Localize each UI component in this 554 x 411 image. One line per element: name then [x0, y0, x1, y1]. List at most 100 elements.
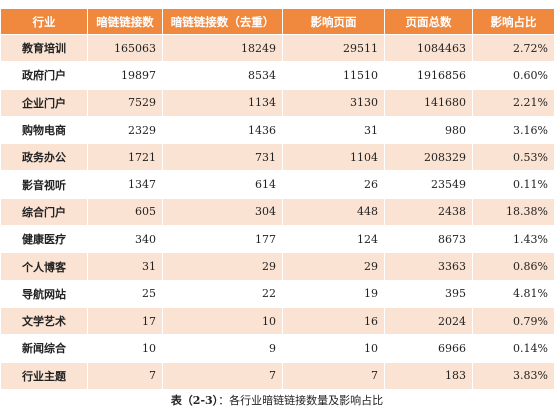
industry-cell: 文学艺术 — [0, 306, 88, 336]
value-cell: 7 — [162, 361, 283, 390]
value-cell: 340 — [87, 225, 163, 254]
value-cell: 11510 — [282, 61, 385, 90]
table-body: 教育培训 165063 18249 29511 1084463 2.72% 政府门户 1989… — [0, 33, 554, 390]
industry-cell: 政务办公 — [0, 143, 88, 172]
value-cell: 2024 — [384, 306, 473, 336]
value-cell: 29511 — [282, 33, 385, 63]
industry-cell: 影音视听 — [0, 170, 88, 199]
value-cell: 731 — [162, 143, 283, 172]
table-row: 新闻综合 10 9 10 6966 0.14% — [0, 334, 554, 363]
value-cell: 395 — [384, 279, 473, 308]
header-row: 行业 暗链链接数 暗链链接数（去重） 影响页面 页面总数 影响占比 — [0, 8, 554, 35]
data-table: 行业 暗链链接数 暗链链接数（去重） 影响页面 页面总数 影响占比 教育培训 165063 1… — [0, 8, 554, 390]
value-cell: 1916856 — [384, 61, 473, 90]
value-cell: 2329 — [87, 115, 163, 145]
table-row: 综合门户 605 304 448 2438 18.38% — [0, 197, 554, 227]
value-cell: 0.14% — [472, 334, 554, 363]
table-row: 个人博客 31 29 29 3363 0.86% — [0, 252, 554, 281]
value-cell: 4.81% — [472, 279, 554, 308]
value-cell: 614 — [162, 170, 283, 199]
value-cell: 165063 — [87, 33, 163, 63]
value-cell: 0.60% — [472, 61, 554, 90]
value-cell: 7 — [282, 361, 385, 390]
industry-cell: 个人博客 — [0, 252, 88, 281]
table-row: 政府门户 19897 8534 11510 1916856 0.60% — [0, 61, 554, 90]
table-row: 购物电商 2329 1436 31 980 3.16% — [0, 115, 554, 145]
table-row: 行业主题 7 7 7 183 3.83% — [0, 361, 554, 390]
table-row: 影音视听 1347 614 26 23549 0.11% — [0, 170, 554, 199]
value-cell: 124 — [282, 225, 385, 254]
caption-text: ：各行业暗链链接数量及影响占比 — [218, 394, 384, 407]
value-cell: 3.83% — [472, 361, 554, 390]
value-cell: 19897 — [87, 61, 163, 90]
value-cell: 448 — [282, 197, 385, 227]
caption: 表（2-3）：各行业暗链链接数量及影响占比 — [0, 392, 554, 408]
header-cell: 页面总数 — [384, 8, 473, 35]
value-cell: 1721 — [87, 143, 163, 172]
industry-cell: 新闻综合 — [0, 334, 88, 363]
industry-cell: 导航网站 — [0, 279, 88, 308]
value-cell: 6966 — [384, 334, 473, 363]
value-cell: 1.43% — [472, 225, 554, 254]
value-cell: 8673 — [384, 225, 473, 254]
caption-label: 表（2-3） — [170, 394, 219, 407]
value-cell: 2.21% — [472, 88, 554, 117]
table-row: 企业门户 7529 1134 3130 141680 2.21% — [0, 88, 554, 117]
value-cell: 8534 — [162, 61, 283, 90]
value-cell: 31 — [282, 115, 385, 145]
value-cell: 1347 — [87, 170, 163, 199]
industry-cell: 教育培训 — [0, 33, 88, 63]
industry-cell: 综合门户 — [0, 197, 88, 227]
value-cell: 1084463 — [384, 33, 473, 63]
value-cell: 29 — [282, 252, 385, 281]
industry-cell: 健康医疗 — [0, 225, 88, 254]
value-cell: 304 — [162, 197, 283, 227]
table-row: 导航网站 25 22 19 395 4.81% — [0, 279, 554, 308]
value-cell: 0.86% — [472, 252, 554, 281]
table-row: 健康医疗 340 177 124 8673 1.43% — [0, 225, 554, 254]
value-cell: 2.72% — [472, 33, 554, 63]
value-cell: 10 — [162, 306, 283, 336]
industry-cell: 行业主题 — [0, 361, 88, 390]
value-cell: 208329 — [384, 143, 473, 172]
value-cell: 1104 — [282, 143, 385, 172]
value-cell: 29 — [162, 252, 283, 281]
value-cell: 980 — [384, 115, 473, 145]
value-cell: 7529 — [87, 88, 163, 117]
value-cell: 22 — [162, 279, 283, 308]
value-cell: 3363 — [384, 252, 473, 281]
value-cell: 17 — [87, 306, 163, 336]
value-cell: 26 — [282, 170, 385, 199]
value-cell: 3.16% — [472, 115, 554, 145]
value-cell: 1436 — [162, 115, 283, 145]
table-row: 文学艺术 17 10 16 2024 0.79% — [0, 306, 554, 336]
value-cell: 9 — [162, 334, 283, 363]
industry-cell: 购物电商 — [0, 115, 88, 145]
value-cell: 19 — [282, 279, 385, 308]
header-cell: 影响占比 — [472, 8, 554, 35]
value-cell: 10 — [87, 334, 163, 363]
header-cell: 暗链链接数 — [87, 8, 163, 35]
value-cell: 25 — [87, 279, 163, 308]
header-cell: 暗链链接数（去重） — [162, 8, 283, 35]
table-row: 教育培训 165063 18249 29511 1084463 2.72% — [0, 33, 554, 63]
value-cell: 0.53% — [472, 143, 554, 172]
value-cell: 18249 — [162, 33, 283, 63]
table-row: 政务办公 1721 731 1104 208329 0.53% — [0, 143, 554, 172]
value-cell: 177 — [162, 225, 283, 254]
value-cell: 16 — [282, 306, 385, 336]
value-cell: 31 — [87, 252, 163, 281]
industry-cell: 企业门户 — [0, 88, 88, 117]
value-cell: 0.79% — [472, 306, 554, 336]
value-cell: 10 — [282, 334, 385, 363]
value-cell: 141680 — [384, 88, 473, 117]
value-cell: 2438 — [384, 197, 473, 227]
value-cell: 0.11% — [472, 170, 554, 199]
value-cell: 23549 — [384, 170, 473, 199]
value-cell: 7 — [87, 361, 163, 390]
value-cell: 1134 — [162, 88, 283, 117]
header-cell: 影响页面 — [282, 8, 385, 35]
value-cell: 18.38% — [472, 197, 554, 227]
industry-cell: 政府门户 — [0, 61, 88, 90]
